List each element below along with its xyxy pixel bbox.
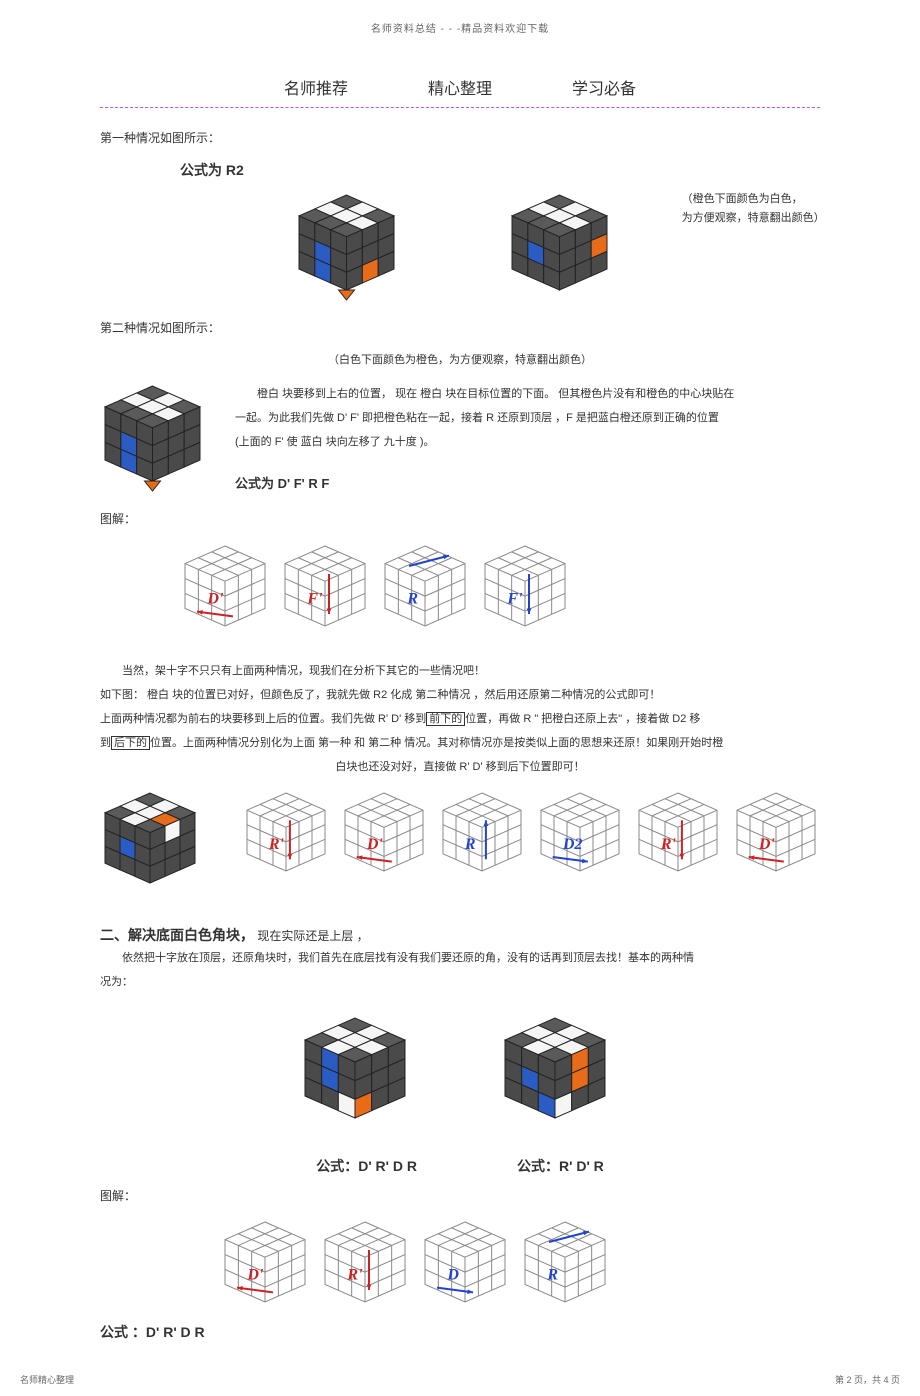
header-divider bbox=[100, 107, 820, 108]
svg-text:D': D' bbox=[758, 836, 776, 853]
section2-title: 二、解决底面白色角块， bbox=[100, 927, 254, 943]
top-header: 名师资料总结 - - -精品资料欢迎下载 bbox=[100, 20, 820, 35]
svg-text:R: R bbox=[546, 1267, 558, 1284]
footer-left: 名师精心整理 bbox=[20, 1373, 74, 1386]
case2-formula: 公式为 D' F' R F bbox=[235, 471, 820, 497]
mid-p1: 当然，架十字不只只有上面两种情况，现我们在分析下其它的一些情况吧！ bbox=[100, 660, 820, 682]
mid-p3: 上面两种情况都为前右的块要移到上后的位置。我们先做 R' D' 移到前下的位置，… bbox=[100, 708, 820, 730]
steps-row-2: R' D' R D2 R' D' bbox=[100, 788, 820, 901]
svg-text:R': R' bbox=[346, 1267, 363, 1284]
step-cube: R bbox=[438, 788, 526, 901]
step-cube: R' bbox=[242, 788, 330, 901]
case1-cube-b bbox=[507, 190, 622, 308]
header-a: 名师推荐 bbox=[284, 75, 348, 99]
case1-row: （橙色下面颜色为白色， 为方便观察，特意翻出颜色） bbox=[100, 190, 820, 308]
step-cube: D' bbox=[732, 788, 820, 901]
section2-title-row: 二、解决底面白色角块， 现在实际还是上层 ， bbox=[100, 925, 820, 945]
tujie-1: 图解： bbox=[100, 509, 820, 531]
step-cube: F' bbox=[480, 541, 570, 634]
case1-note-b: 为方便观察，特意翻出颜色） bbox=[682, 209, 820, 229]
svg-text:F': F' bbox=[306, 590, 323, 607]
svg-text:R': R' bbox=[660, 836, 677, 853]
formula-b: 公式：R' D' R bbox=[517, 1156, 604, 1176]
footer-right: 第 2 页，共 4 页 bbox=[835, 1373, 900, 1386]
svg-text:D: D bbox=[446, 1267, 459, 1284]
step-cube: F' bbox=[280, 541, 370, 634]
header-b: 精心整理 bbox=[428, 75, 492, 99]
svg-text:R: R bbox=[464, 836, 476, 853]
svg-text:R: R bbox=[406, 590, 418, 607]
step-cube: R bbox=[520, 1217, 610, 1310]
step-cube: D' bbox=[180, 541, 270, 634]
case2-row: 橙白 块要移到上右的位置， 现在 橙白 块在目标位置的下面。 但其橙色片没有和橙… bbox=[100, 381, 820, 499]
mid-p2: 如下图： 橙白 块的位置已对好，但颜色反了，我就先做 R2 化成 第二种情况 ，… bbox=[100, 684, 820, 706]
main-header: 名师推荐 精心整理 学习必备 bbox=[100, 75, 820, 99]
svg-text:D2: D2 bbox=[562, 836, 583, 853]
svg-text:D': D' bbox=[246, 1267, 264, 1284]
section2-sub: 现在实际还是上层 ， bbox=[257, 929, 368, 943]
footer: 名师精心整理 第 2 页，共 4 页 bbox=[20, 1373, 900, 1386]
case1-note: （橙色下面颜色为白色， 为方便观察，特意翻出颜色） bbox=[682, 190, 820, 230]
header-c: 学习必备 bbox=[572, 75, 636, 99]
section2-formulas: 公式：D' R' D R 公式：R' D' R bbox=[100, 1156, 820, 1176]
step-cube: R' bbox=[320, 1217, 410, 1310]
case2-note: （白色下面颜色为橙色，为方便观察，特意翻出颜色） bbox=[100, 349, 820, 371]
section2-p1b: 况为： bbox=[100, 971, 820, 993]
case2-cube bbox=[100, 381, 215, 499]
steps-row-3: D' R' D R bbox=[220, 1217, 820, 1310]
case1-title: 第一种情况如图所示： bbox=[100, 128, 820, 150]
case2-title: 第二种情况如图所示： bbox=[100, 318, 820, 340]
step-cube: D' bbox=[220, 1217, 310, 1310]
case1-note-a: （橙色下面颜色为白色， bbox=[682, 190, 820, 210]
mid-p3-box2: 后下的 bbox=[111, 736, 150, 750]
svg-text:D': D' bbox=[206, 590, 224, 607]
mid-p3c: 到 bbox=[100, 737, 111, 749]
svg-text:D': D' bbox=[366, 836, 384, 853]
svg-text:F': F' bbox=[506, 590, 523, 607]
mid-cube bbox=[100, 788, 210, 901]
step-cube: R bbox=[380, 541, 470, 634]
mid-p3-box1: 前下的 bbox=[426, 712, 465, 726]
step-cube: D' bbox=[340, 788, 428, 901]
case1-formula: 公式为 R2 bbox=[180, 160, 820, 180]
mid-p3b: 位置，再做 R " 把橙白还原上去" ，接着做 D2 移 bbox=[465, 713, 700, 725]
case1-cube-a bbox=[294, 190, 409, 308]
section2-cube-a bbox=[300, 1013, 420, 1136]
step-cube: R' bbox=[634, 788, 722, 901]
step-cube: D2 bbox=[536, 788, 624, 901]
tujie-2: 图解： bbox=[100, 1186, 820, 1208]
formula-a: 公式：D' R' D R bbox=[316, 1156, 417, 1176]
case2-p1a: 橙白 块要移到上右的位置， 现在 橙白 块在目标位置的下面。 但其橙色片没有和橙… bbox=[235, 383, 820, 405]
mid-p3a: 上面两种情况都为前右的块要移到上后的位置。我们先做 R' D' 移到 bbox=[100, 713, 426, 725]
case2-p1b: 一起。为此我们先做 D' F' 即把橙色粘在一起，接着 R 还原到顶层 ，F 是… bbox=[235, 407, 820, 429]
mid-p3-line2: 到后下的位置。上面两种情况分别化为上面 第一种 和 第二种 情况。其对称情况亦是… bbox=[100, 732, 820, 754]
steps-row-1: D' F' R F' bbox=[180, 541, 820, 634]
section2-cubes bbox=[100, 1013, 820, 1136]
case2-p1c: (上面的 F' 使 蓝白 块向左移了 九十度 )。 bbox=[235, 431, 820, 453]
section2-cube-b bbox=[500, 1013, 620, 1136]
section2-p1: 依然把十字放在顶层，还原角块时，我们首先在底层找有没有我们要还原的角，没有的话再… bbox=[100, 947, 820, 969]
mid-p4: 白块也还没对好，直接做 R' D' 移到后下位置即可！ bbox=[100, 756, 820, 778]
formula-repeat: 公式 ：D' R' D R bbox=[100, 1320, 820, 1345]
svg-text:R': R' bbox=[268, 836, 285, 853]
step-cube: D bbox=[420, 1217, 510, 1310]
mid-p3d: 位置。上面两种情况分别化为上面 第一种 和 第二种 情况。其对称情况亦是按类似上… bbox=[150, 737, 723, 749]
